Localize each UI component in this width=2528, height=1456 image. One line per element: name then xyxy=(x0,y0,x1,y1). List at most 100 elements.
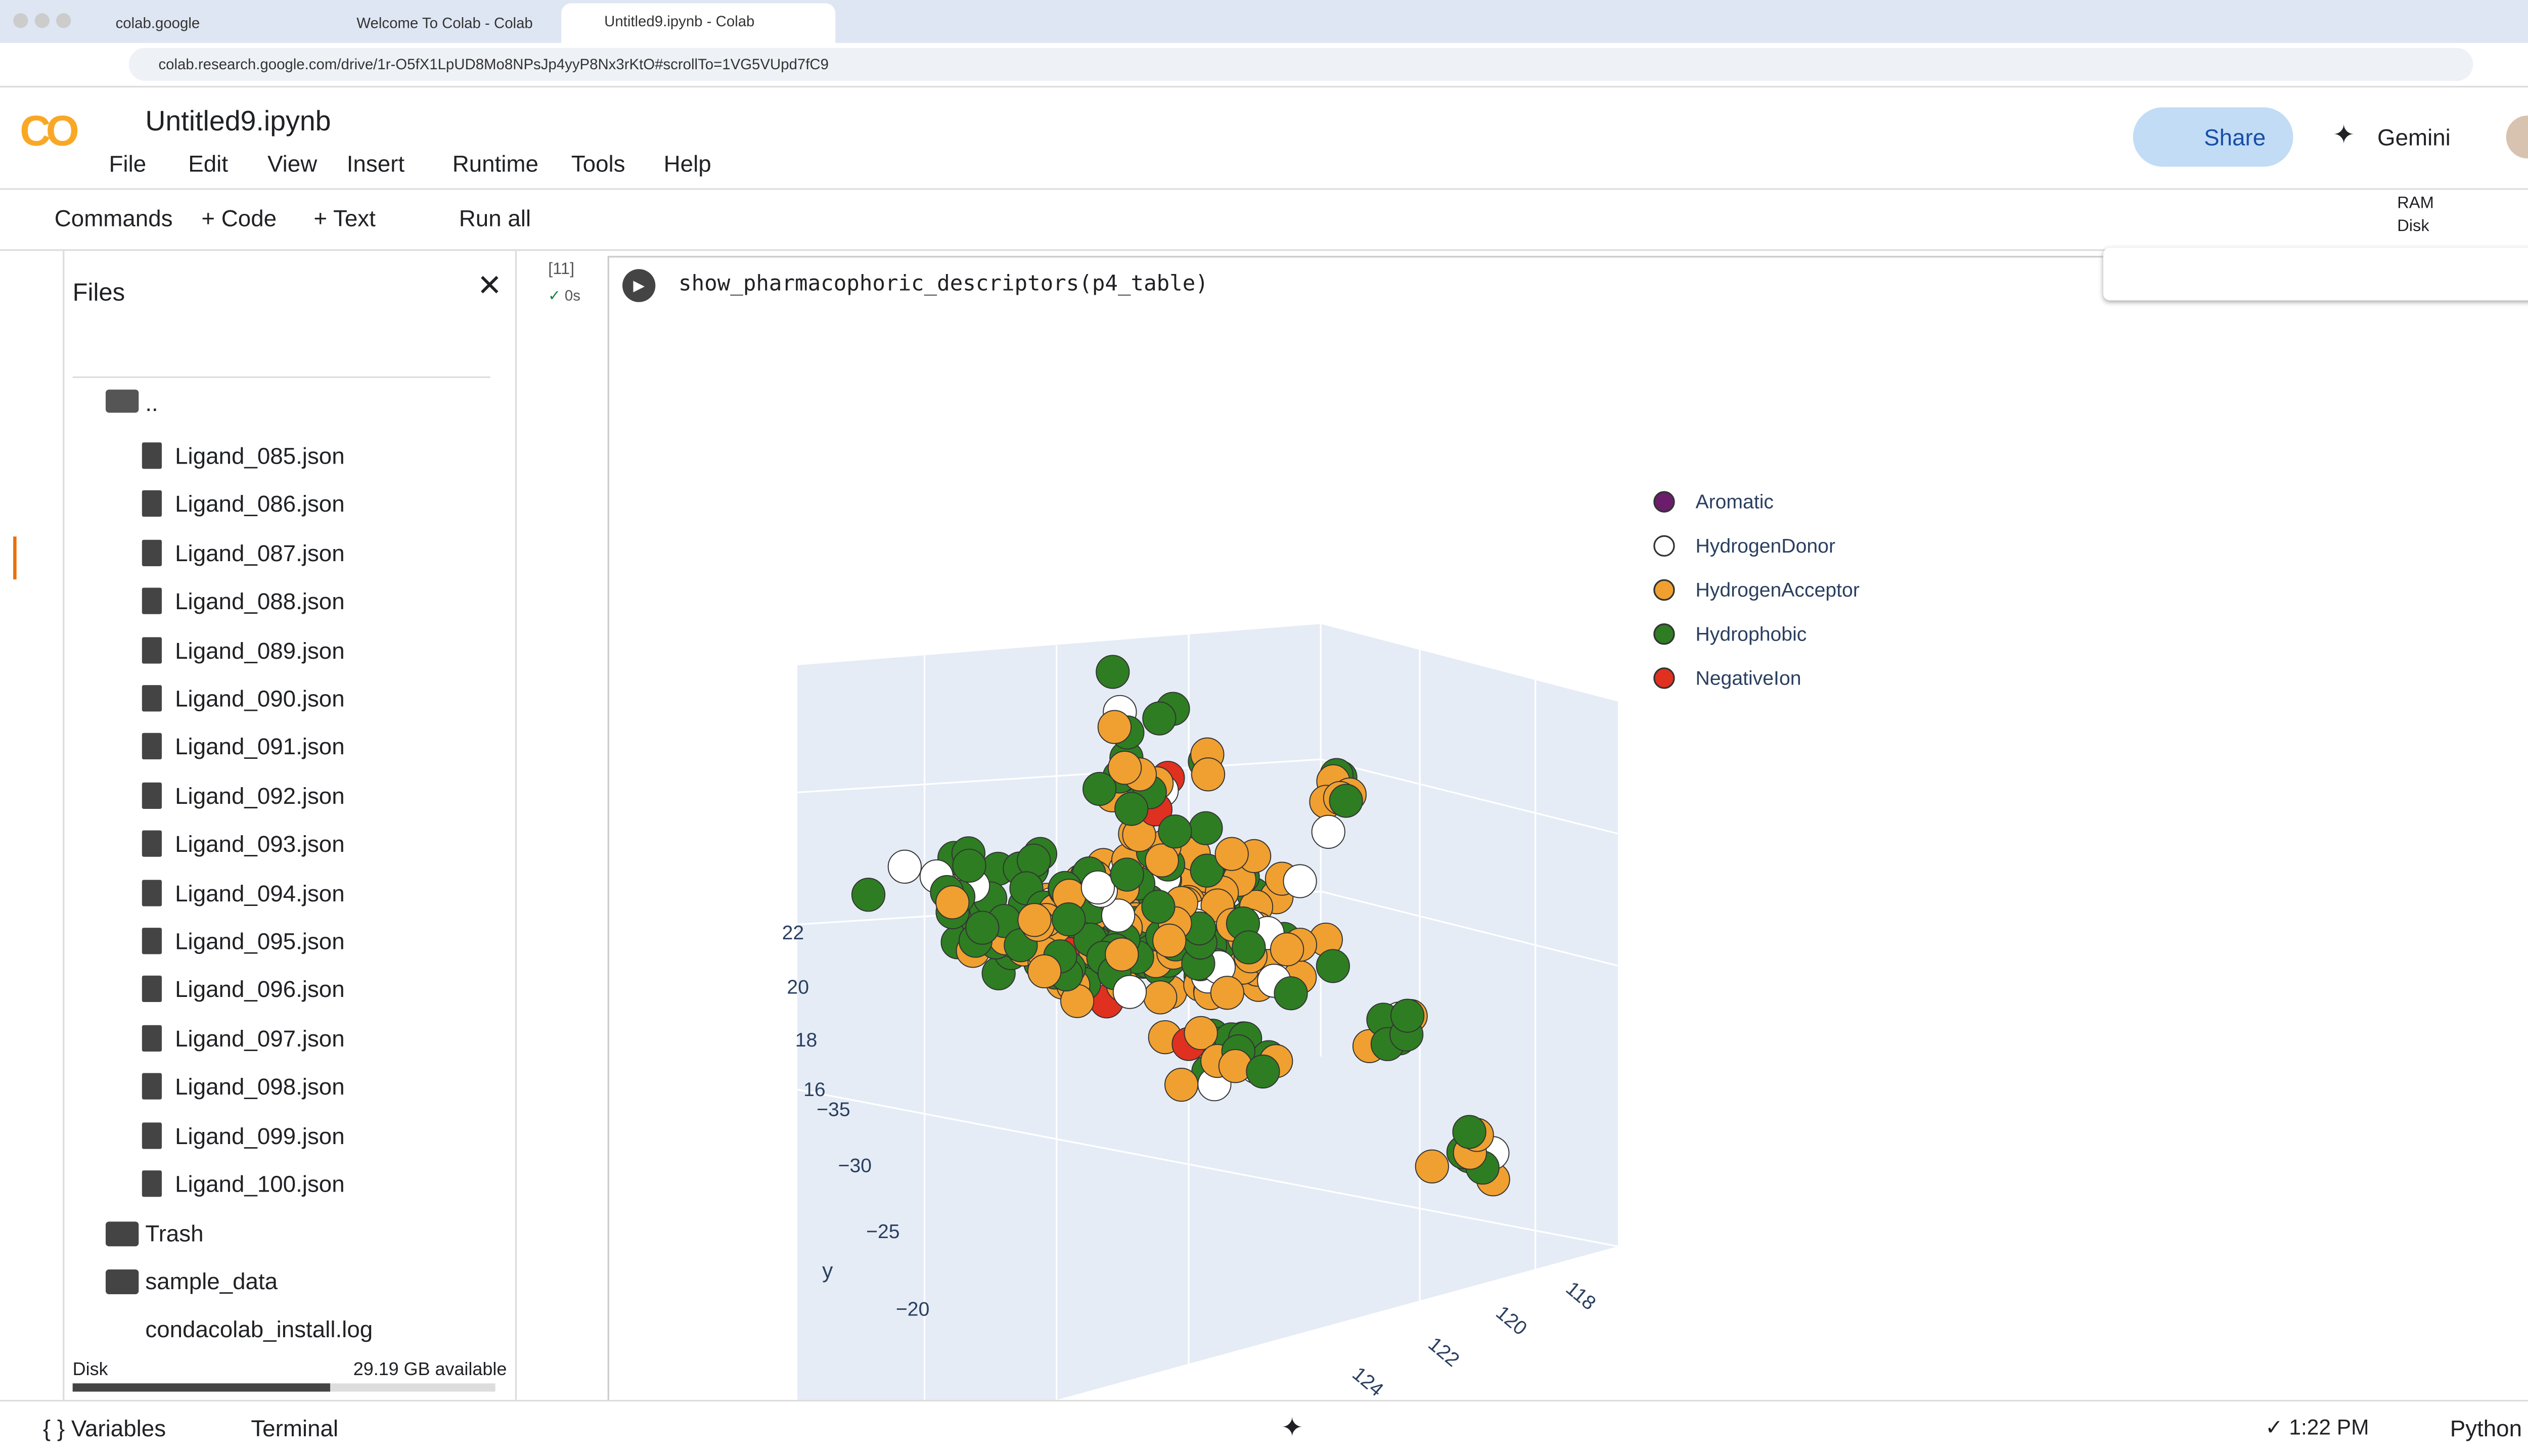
y-tick-label: −20 xyxy=(896,1298,929,1320)
file-icon xyxy=(142,1073,162,1100)
share-button[interactable] xyxy=(2133,107,2293,167)
panel-border xyxy=(515,251,517,1400)
gemini-icon: ✦ xyxy=(2332,122,2355,151)
disk-available: 29.19 GB available xyxy=(353,1360,507,1380)
window-button[interactable] xyxy=(13,13,28,28)
scatter-point xyxy=(1108,751,1142,785)
menu-item[interactable]: Insert xyxy=(346,150,405,177)
gemini-status[interactable]: ✦ xyxy=(1281,1415,1303,1443)
menu-item[interactable]: Help xyxy=(663,150,711,177)
file-icon xyxy=(142,831,162,857)
exec-duration: ✓ 0s xyxy=(548,287,581,304)
file-name[interactable]: Ligand_094.json xyxy=(175,879,345,906)
file-name[interactable]: Ligand_091.json xyxy=(175,734,345,760)
file-name[interactable]: Ligand_097.json xyxy=(175,1025,345,1052)
file-icon xyxy=(142,928,162,954)
toolbar-item[interactable]: + Text xyxy=(313,204,376,232)
legend-label: NegativeIon xyxy=(1695,667,1801,689)
file-name[interactable]: Ligand_092.json xyxy=(175,782,345,809)
folder-name[interactable]: Trash xyxy=(145,1220,204,1247)
legend-marker xyxy=(1653,667,1675,689)
scatter-point xyxy=(1112,975,1147,1009)
file-name[interactable]: Ligand_099.json xyxy=(175,1122,345,1149)
colab-logo[interactable]: CO xyxy=(20,105,79,155)
scatter-point xyxy=(1110,857,1144,892)
plot-scene xyxy=(797,624,1618,1400)
file-name[interactable]: Ligand_095.json xyxy=(175,928,345,954)
terminal[interactable]: Terminal xyxy=(251,1415,339,1441)
duration: 0s xyxy=(564,287,581,304)
scatter-point xyxy=(1191,757,1226,792)
share-label: Share xyxy=(2204,123,2266,151)
folder-name[interactable]: sample_data xyxy=(145,1268,278,1295)
parent-folder[interactable]: .. xyxy=(145,389,158,416)
scene-grid-line xyxy=(1320,890,1618,967)
window-button[interactable] xyxy=(34,13,50,28)
url-field[interactable] xyxy=(128,48,2473,81)
notebook-title[interactable]: Untitled9.ipynb xyxy=(145,105,331,138)
browser-tab-active[interactable]: Untitled9.ipynb - Colab xyxy=(561,3,836,43)
file-name[interactable]: Ligand_096.json xyxy=(175,976,345,1003)
menu-item[interactable]: Edit xyxy=(188,150,229,177)
scatter-point xyxy=(1283,864,1317,898)
ram-label: RAM xyxy=(2397,195,2434,213)
menu-item[interactable]: Tools xyxy=(571,150,625,177)
menu-item[interactable]: View xyxy=(267,150,318,177)
toolbar-item[interactable]: Run all xyxy=(459,204,531,232)
browser-tab[interactable]: colab.google xyxy=(115,15,200,32)
scatter-point xyxy=(1017,903,1052,937)
file-name[interactable]: Ligand_085.json xyxy=(175,442,345,469)
close-panel[interactable]: ✕ xyxy=(477,269,502,302)
file-name[interactable]: Ligand_087.json xyxy=(175,539,345,566)
file-name[interactable]: Ligand_093.json xyxy=(175,831,345,857)
window-button[interactable] xyxy=(56,13,71,28)
disk-label: Disk xyxy=(2397,218,2429,236)
file-name[interactable]: Ligand_086.json xyxy=(175,491,345,518)
scatter-point xyxy=(965,911,1000,945)
scatter-point xyxy=(1142,701,1177,736)
z-tick-label: 20 xyxy=(787,977,809,998)
runtime[interactable]: Python 3 xyxy=(2450,1415,2528,1441)
scatter-points xyxy=(851,655,1510,1197)
scatter-point xyxy=(1164,1067,1199,1102)
status-bar xyxy=(0,1399,2528,1456)
scatter-point xyxy=(1105,937,1139,972)
file-name[interactable]: Ligand_088.json xyxy=(175,588,345,615)
menu-item[interactable]: Runtime xyxy=(452,150,538,177)
toolbar-item[interactable]: + Code xyxy=(201,204,277,232)
divider xyxy=(72,376,490,378)
file-name[interactable]: Ligand_100.json xyxy=(175,1170,345,1197)
scatter-point xyxy=(1114,792,1149,826)
cell-toolbar xyxy=(2103,247,2528,301)
browser-tab[interactable]: Welcome To Colab - Colab xyxy=(356,15,533,32)
file-name[interactable]: Ligand_089.json xyxy=(175,636,345,663)
scatter-point xyxy=(851,878,886,912)
file-icon xyxy=(142,588,162,615)
gemini-label[interactable]: Gemini xyxy=(2377,123,2451,151)
menu-item[interactable]: File xyxy=(109,150,147,177)
x-tick-label: 120 xyxy=(1492,1302,1531,1340)
files-title: Files xyxy=(72,279,125,307)
scatter-point xyxy=(1080,870,1115,905)
scatter-point xyxy=(1158,814,1192,849)
folder-icon xyxy=(105,389,139,413)
toolbar-item[interactable]: Commands xyxy=(54,204,173,232)
code-line: show_pharmacophoric_descriptors(p4_table… xyxy=(679,272,1208,297)
file-name[interactable]: Ligand_098.json xyxy=(175,1073,345,1100)
run-button[interactable]: ▶ xyxy=(622,269,656,302)
scene-grid-line xyxy=(797,1088,1618,1247)
file-icon xyxy=(142,491,162,518)
file-icon xyxy=(142,879,162,906)
x-tick-label: 122 xyxy=(1424,1333,1464,1371)
z-tick-label: 22 xyxy=(782,922,804,944)
variables[interactable]: { } Variables xyxy=(42,1415,166,1441)
y-tick-label: −25 xyxy=(866,1221,899,1243)
scene-grid-line xyxy=(797,758,1321,793)
files-rail-active[interactable] xyxy=(13,536,53,580)
toolbar xyxy=(0,188,2528,251)
log-file[interactable]: condacolab_install.log xyxy=(145,1315,373,1342)
file-name[interactable]: Ligand_090.json xyxy=(175,685,345,712)
scatter-point xyxy=(1214,837,1249,871)
file-icon xyxy=(142,636,162,663)
